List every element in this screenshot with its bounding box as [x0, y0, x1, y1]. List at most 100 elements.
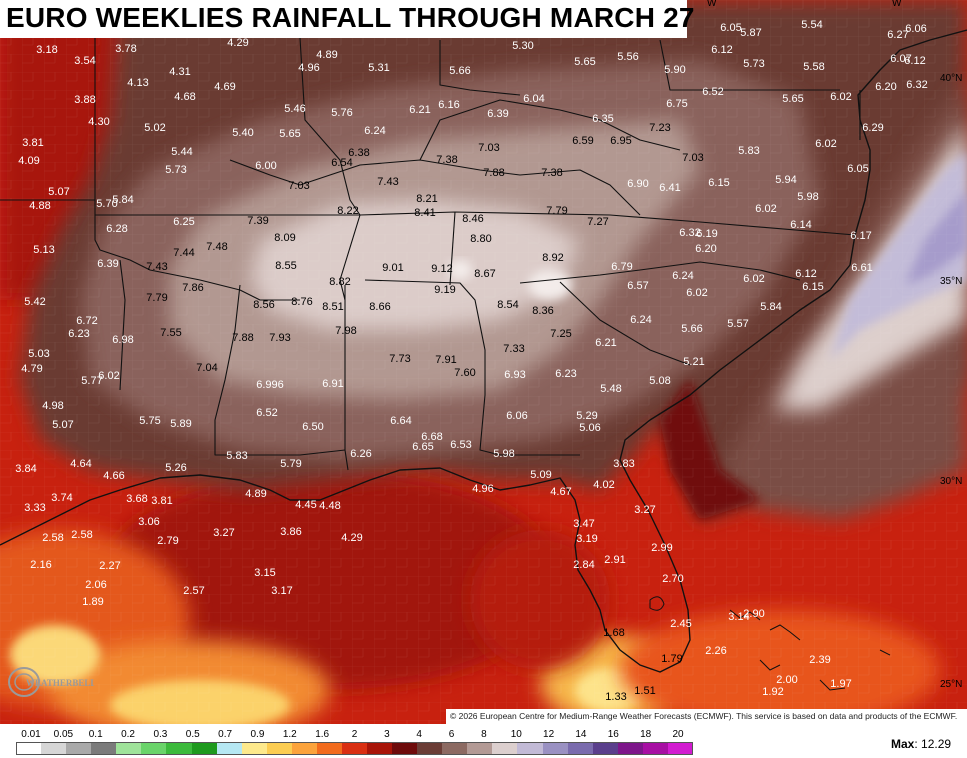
rainfall-value: 5.84: [112, 194, 133, 206]
rainfall-value: 5.30: [512, 40, 533, 52]
rainfall-value: 6.90: [627, 178, 648, 190]
rainfall-value: 3.81: [22, 137, 43, 149]
legend-swatch: [141, 742, 167, 755]
rainfall-value: 7.60: [454, 367, 475, 379]
rainfall-value: 7.03: [288, 180, 309, 192]
rainfall-value: 6.12: [904, 55, 925, 67]
rainfall-value: 5.31: [368, 62, 389, 74]
rainfall-value: 4.67: [550, 486, 571, 498]
rainfall-value: 6.95: [610, 135, 631, 147]
rainfall-map: 40°N 35°N 30°N 25°N W W 3.18 3.78 4.29 3.54…: [0, 0, 967, 724]
rainfall-value: 6.05: [720, 22, 741, 34]
rainfall-value: 7.23: [649, 122, 670, 134]
legend-swatch: [166, 742, 192, 755]
rainfall-value: 8.67: [474, 268, 495, 280]
legend-swatch: [191, 742, 218, 755]
rainfall-value: 8.41: [414, 207, 435, 219]
rainfall-value: 6.75: [666, 98, 687, 110]
logo-text: WEATHERBELL: [26, 678, 94, 688]
rainfall-value: 7.44: [173, 247, 194, 259]
rainfall-value: 4.88: [29, 200, 50, 212]
rainfall-value: 1.97: [830, 678, 851, 690]
rainfall-value: 5.65: [279, 128, 300, 140]
rainfall-value: 6.21: [409, 104, 430, 116]
rainfall-value: 7.79: [146, 292, 167, 304]
rainfall-value: 8.82: [329, 276, 350, 288]
lat-label-35: 35°N: [940, 276, 962, 287]
legend-label: 0.3: [153, 729, 168, 740]
rainfall-value: 4.64: [70, 458, 91, 470]
legend-swatch: [266, 742, 293, 755]
rainfall-value: 6.61: [851, 262, 872, 274]
rainfall-value: 4.29: [341, 532, 362, 544]
rainfall-value: 6.06: [506, 410, 527, 422]
legend-swatch: [642, 742, 669, 755]
rainfall-value: 2.84: [573, 559, 594, 571]
rainfall-value: 6.17: [850, 230, 871, 242]
lat-label-25: 25°N: [940, 679, 962, 690]
legend-label: 10: [510, 729, 522, 740]
rainfall-value: 7.04: [196, 362, 217, 374]
rainfall-value: 3.19: [576, 533, 597, 545]
rainfall-value: 2.79: [157, 535, 178, 547]
rainfall-value: 6.53: [450, 439, 471, 451]
rainfall-value: 6.35: [592, 113, 613, 125]
rainfall-value: 6.52: [256, 407, 277, 419]
rainfall-value: 7.55: [160, 327, 181, 339]
rainfall-value: 7.03: [478, 142, 499, 154]
legend-swatch: [367, 742, 393, 755]
rainfall-value: 8.54: [497, 299, 518, 311]
rainfall-value: 2.99: [651, 542, 672, 554]
rainfall-value: 7.73: [389, 353, 410, 365]
rainfall-value: 7.03: [682, 152, 703, 164]
rainfall-value: 4.13: [127, 77, 148, 89]
rainfall-value: 2.57: [183, 585, 204, 597]
rainfall-value: 5.06: [579, 422, 600, 434]
rainfall-value: 8.09: [274, 232, 295, 244]
legend-swatch: [116, 742, 142, 755]
lon-label-w2: W: [892, 0, 902, 9]
rainfall-value: 6.32: [906, 79, 927, 91]
rainfall-value: 3.17: [271, 585, 292, 597]
rainfall-value: 6.29: [862, 122, 883, 134]
rainfall-value: 6.24: [630, 314, 651, 326]
rainfall-value: 5.57: [727, 318, 748, 330]
rainfall-value: 4.79: [21, 363, 42, 375]
rainfall-value: 3.18: [36, 44, 57, 56]
legend-label: 2: [351, 729, 358, 740]
rainfall-value: 1.89: [82, 596, 103, 608]
rainfall-value: 3.81: [151, 495, 172, 507]
rainfall-value: 6.24: [364, 125, 385, 137]
rainfall-value: 5.26: [165, 462, 186, 474]
rainfall-value: 4.29: [227, 37, 248, 49]
rainfall-value: 6.05: [847, 163, 868, 175]
rainfall-value: 1.68: [603, 627, 624, 639]
rainfall-value: 7.43: [377, 176, 398, 188]
legend-swatch: [241, 742, 268, 755]
rainfall-value: 5.83: [226, 450, 247, 462]
max-label: Max: [891, 737, 915, 751]
rainfall-value: 5.90: [664, 64, 685, 76]
legend-swatch: [592, 742, 619, 755]
rainfall-value: 6.12: [711, 44, 732, 56]
rainfall-value: 6.04: [523, 93, 544, 105]
rainfall-value: 8.36: [532, 305, 553, 317]
rainfall-value: 6.93: [504, 369, 525, 381]
rainfall-value: 4.02: [593, 479, 614, 491]
rainfall-value: 4.09: [18, 155, 39, 167]
rainfall-value: 5.29: [576, 410, 597, 422]
rainfall-value: 6.26: [350, 448, 371, 460]
legend-swatch: [542, 742, 569, 755]
rainfall-value: 6.91: [322, 378, 343, 390]
rainfall-value: 9.19: [434, 284, 455, 296]
bahamas: [729, 609, 891, 691]
rainfall-value: 5.08: [649, 375, 670, 387]
lat-label-40: 40°N: [940, 73, 962, 84]
legend-label: 4: [416, 729, 422, 740]
rainfall-value: 6.28: [106, 223, 127, 235]
rainfall-value: 4.45: [295, 499, 316, 511]
legend-label: 0.2: [121, 729, 135, 740]
rainfall-value: 7.38: [436, 154, 457, 166]
legend: 0.01 0.05 0.1 0.2 0.3 0.5 0.7 0.9 1.2 1.6 2 3 4 6 8 10 1…: [0, 724, 967, 758]
legend-swatch: [91, 742, 117, 755]
